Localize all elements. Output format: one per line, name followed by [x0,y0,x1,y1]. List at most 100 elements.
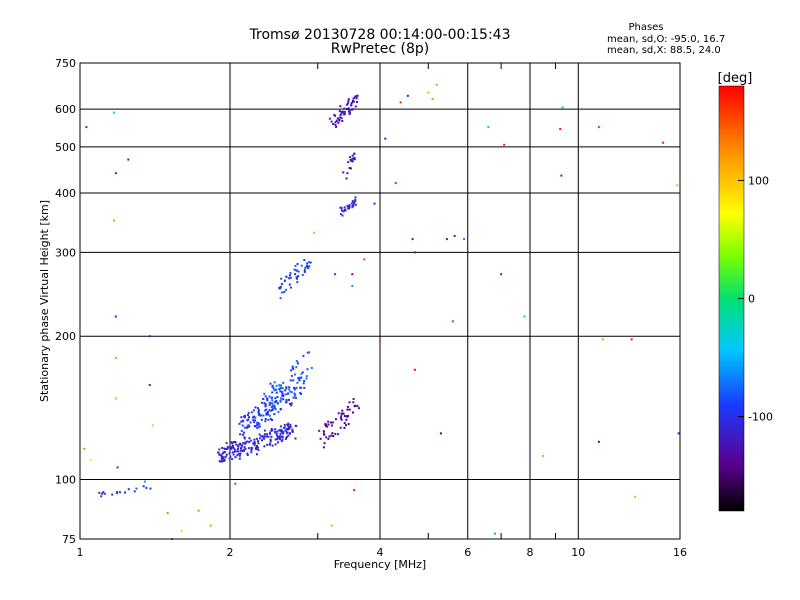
data-point [229,445,232,448]
data-point [253,444,256,447]
data-point [597,440,600,443]
data-point [542,455,545,458]
data-point [218,460,221,463]
data-point [281,435,284,438]
data-point [83,447,86,450]
data-point [266,435,268,438]
data-point [284,389,287,392]
data-point [451,320,454,323]
data-point [229,455,232,458]
data-point [271,402,274,405]
data-point [279,285,282,288]
data-point [348,113,351,116]
data-point [270,397,273,400]
data-point [325,436,328,439]
data-point [244,441,247,444]
data-point [274,428,277,431]
data-point [339,116,342,119]
data-point [561,106,564,109]
data-point [270,428,273,430]
data-point [337,121,340,124]
data-point [279,408,282,410]
data-point [343,422,346,424]
data-point [268,401,271,404]
data-point [263,392,266,395]
y-axis-label: Stationary phase Virtual Height [km] [38,200,51,402]
data-point [269,432,271,435]
data-point [287,434,290,437]
data-point [240,429,243,432]
data-point [345,424,347,427]
data-point [384,137,387,140]
data-point [347,161,350,164]
data-point [662,141,665,144]
colorbar-tick-label: 0 [748,293,755,306]
x-tick-label: 4 [377,546,384,559]
data-point [226,445,229,448]
data-point [279,432,282,435]
data-point [288,274,291,277]
data-point [243,442,246,445]
data-point [363,258,366,261]
data-point [343,426,346,429]
data-point [256,421,258,424]
data-point [151,424,154,427]
data-point [341,120,344,122]
data-point [338,110,341,113]
data-point [345,415,348,418]
data-point [348,109,351,112]
data-point [294,264,297,267]
data-point [271,444,274,447]
data-point [282,398,285,401]
data-point [268,443,271,446]
data-point [348,204,351,207]
data-point [250,451,253,454]
data-point [288,388,291,391]
data-point [331,421,334,424]
data-point [352,204,355,207]
x-tick-label: 2 [227,546,234,559]
data-point [270,435,273,438]
data-point [264,395,267,398]
data-point [340,117,343,120]
data-point [241,424,244,427]
data-point [265,408,268,411]
data-point [340,418,343,421]
data-point [343,110,346,113]
data-point [118,491,121,494]
data-point [295,425,298,427]
data-point [276,401,279,404]
y-tick-label: 500 [55,141,76,154]
data-point [281,394,283,397]
data-point [280,277,283,280]
data-point [295,397,297,399]
data-point [281,393,284,396]
data-point [285,387,288,390]
data-point [252,419,255,422]
data-point [263,433,266,436]
data-point [148,384,151,386]
data-point [278,286,281,289]
data-point [394,181,397,184]
data-point [353,158,356,161]
data-point [236,444,239,447]
data-point [295,269,298,272]
data-point [266,398,269,401]
data-point [293,373,296,376]
data-point [262,398,265,400]
data-point [180,529,183,532]
data-point [293,268,296,271]
data-point [273,389,276,392]
y-tick-label: 100 [55,474,76,487]
data-point [348,401,351,404]
data-point [347,108,350,111]
data-point [276,430,279,433]
data-point [265,412,268,415]
data-point [324,423,327,426]
data-point [234,441,237,443]
data-point [343,415,346,417]
data-point [252,442,255,445]
data-point [238,457,241,460]
data-point [348,408,351,411]
data-point [356,94,359,97]
